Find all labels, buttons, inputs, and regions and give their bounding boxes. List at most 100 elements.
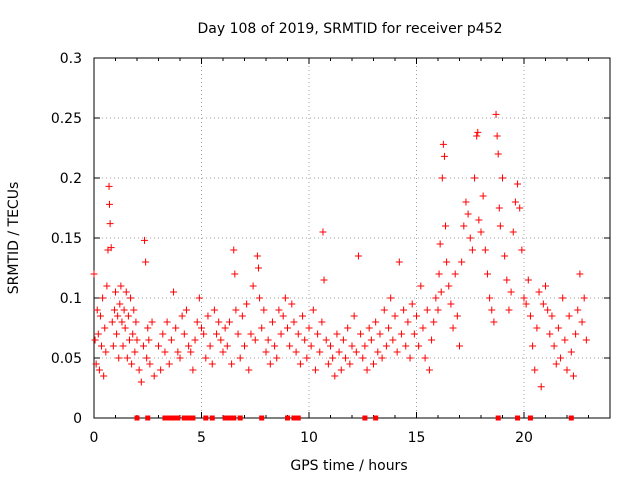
data-point — [118, 318, 126, 326]
data-point — [561, 336, 569, 344]
data-point — [148, 318, 156, 326]
data-point — [221, 324, 229, 332]
data-point — [106, 220, 114, 228]
x-axis-label: GPS time / hours — [290, 458, 407, 474]
data-point — [251, 336, 259, 344]
data-point — [389, 336, 397, 344]
data-point — [307, 342, 315, 350]
data-point — [187, 348, 195, 356]
data-point — [385, 324, 393, 332]
data-point — [319, 228, 327, 236]
data-point — [453, 312, 461, 320]
data-point — [451, 270, 459, 278]
data-point — [99, 294, 107, 302]
x-tick-label: 15 — [408, 430, 426, 446]
data-point — [337, 366, 345, 374]
data-point — [567, 348, 575, 356]
data-point — [93, 306, 101, 314]
data-point — [247, 330, 255, 338]
data-point-zero — [527, 415, 533, 421]
data-point — [103, 282, 111, 290]
data-point — [539, 300, 547, 308]
data-point — [408, 300, 416, 308]
data-point — [327, 342, 334, 350]
data-point — [264, 336, 272, 344]
data-point — [473, 132, 481, 140]
data-point — [105, 200, 113, 208]
data-point — [241, 342, 248, 350]
data-point — [387, 294, 395, 302]
data-point — [91, 336, 99, 344]
data-point-zero — [171, 415, 177, 421]
data-point — [572, 330, 580, 338]
data-point — [311, 366, 319, 374]
data-point — [370, 360, 377, 368]
data-point — [243, 300, 251, 308]
chart-title: Day 108 of 2019, SRMTID for receiver p45… — [197, 21, 502, 37]
data-point — [113, 330, 121, 338]
data-point — [425, 366, 433, 374]
data-point — [464, 210, 472, 218]
data-point — [253, 252, 261, 260]
data-point — [146, 360, 154, 368]
data-point — [299, 312, 307, 320]
data-point — [213, 330, 221, 338]
data-point — [256, 294, 264, 302]
data-point — [210, 306, 218, 314]
data-point — [115, 354, 123, 362]
data-point — [434, 306, 442, 314]
data-point — [516, 204, 524, 212]
data-point-zero — [203, 415, 209, 421]
data-point — [456, 342, 463, 350]
data-point — [119, 342, 127, 350]
data-points — [90, 110, 590, 421]
data-point — [125, 336, 133, 344]
data-point — [474, 128, 482, 136]
data-point — [202, 354, 210, 362]
data-point — [193, 318, 201, 326]
data-point — [505, 306, 513, 314]
data-point — [357, 330, 365, 338]
data-point — [128, 360, 136, 368]
data-point — [400, 306, 408, 314]
data-point — [352, 348, 360, 356]
data-point — [163, 318, 171, 326]
data-point-zero — [175, 415, 181, 421]
data-point — [554, 324, 562, 332]
data-point — [145, 336, 153, 344]
data-point — [176, 354, 184, 362]
data-point — [318, 318, 326, 326]
data-point — [447, 300, 455, 308]
data-point — [165, 360, 173, 368]
data-point — [178, 312, 186, 320]
x-tick-label: 5 — [197, 430, 206, 446]
data-point-zero — [166, 415, 172, 421]
data-point — [565, 312, 573, 320]
data-point — [112, 288, 119, 296]
data-point-zero — [190, 415, 196, 421]
data-point — [198, 324, 205, 332]
data-point — [108, 318, 116, 326]
data-point — [402, 342, 410, 350]
data-point — [281, 294, 289, 302]
data-point — [569, 372, 577, 380]
data-point — [320, 276, 328, 284]
data-point — [507, 288, 515, 296]
data-point — [105, 182, 113, 190]
y-tick-label: 0.1 — [60, 291, 82, 307]
data-point — [354, 252, 362, 260]
data-point — [466, 234, 474, 242]
data-point — [238, 312, 246, 320]
data-point — [189, 366, 197, 374]
data-point — [503, 276, 511, 284]
data-point — [200, 330, 208, 338]
data-point — [116, 300, 124, 308]
data-point — [150, 372, 158, 380]
data-point — [496, 222, 504, 230]
data-point — [395, 258, 403, 266]
data-point — [494, 150, 502, 158]
y-tick-label: 0.3 — [60, 51, 82, 67]
data-point — [142, 258, 150, 266]
data-point — [309, 306, 317, 314]
data-point — [143, 354, 151, 362]
